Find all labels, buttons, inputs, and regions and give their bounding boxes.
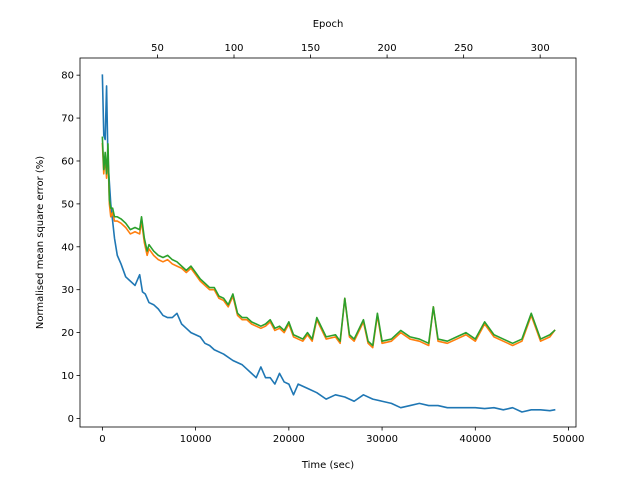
- top-tick-label: 200: [378, 43, 397, 54]
- y-axis-ticks: 0 10 20 30 40 50 60 70 80: [61, 71, 80, 425]
- plot-frame: [79, 57, 577, 428]
- y-tick-label: 20: [61, 328, 74, 339]
- top-tick-label: 100: [224, 43, 243, 54]
- y-tick-label: 40: [61, 242, 74, 253]
- top-tick-label: 250: [454, 43, 473, 54]
- x-axis-label: Time (sec): [301, 460, 354, 471]
- x-tick-label: 40000: [459, 434, 491, 445]
- x-tick-label: 30000: [366, 434, 398, 445]
- y-tick-label: 50: [61, 199, 74, 210]
- series-line-1: [101, 74, 556, 413]
- top-tick-label: 50: [151, 43, 164, 54]
- series-lines: [101, 74, 556, 413]
- y-tick-label: 10: [61, 371, 74, 382]
- x-tick-label: 20000: [273, 434, 305, 445]
- y-tick-label: 70: [61, 114, 74, 125]
- x-tick-label: 0: [99, 434, 105, 445]
- y-tick-label: 80: [61, 71, 74, 82]
- y-tick-label: 0: [68, 414, 74, 425]
- top-axis-label: Epoch: [313, 19, 344, 30]
- y-tick-label: 30: [61, 285, 74, 296]
- x-axis-ticks: 0 10000 20000 30000 40000 50000: [99, 427, 584, 445]
- x-tick-label: 10000: [180, 434, 212, 445]
- top-tick-label: 300: [531, 43, 550, 54]
- top-tick-label: 150: [301, 43, 320, 54]
- y-tick-label: 60: [61, 156, 74, 167]
- top-axis-ticks: 50 100 150 200 250 300: [151, 43, 550, 58]
- series-line-3: [101, 136, 556, 347]
- y-axis-label: Normalised mean square error (%): [35, 156, 46, 329]
- x-tick-label: 50000: [553, 434, 585, 445]
